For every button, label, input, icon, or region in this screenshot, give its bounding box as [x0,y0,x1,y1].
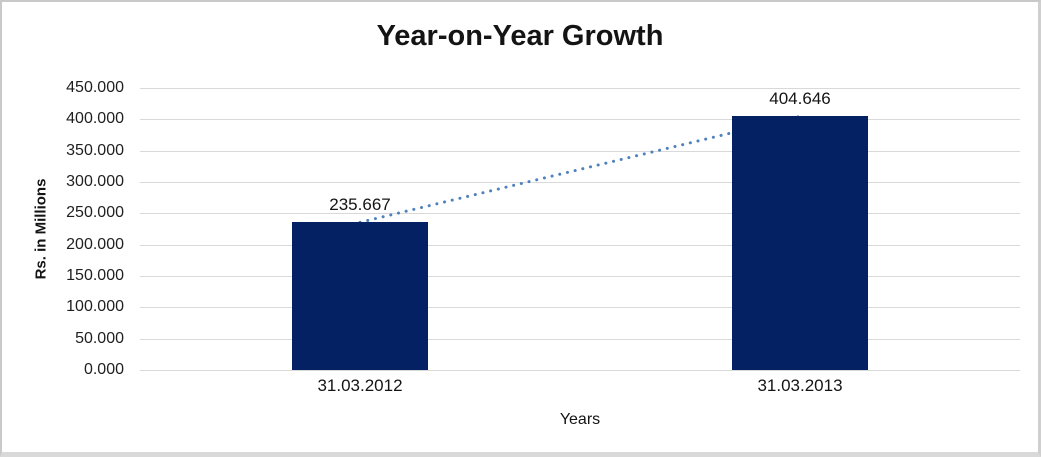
gridline [140,244,1020,246]
y-tick-label: 250.000 [66,204,124,222]
x-axis-title: Years [559,411,601,428]
y-tick-label: 50.000 [75,329,124,347]
gridline [140,182,1020,183]
bar-31.03.2012 [292,222,428,370]
gridline [140,307,1020,309]
y-tick-label: 200.000 [66,235,124,253]
x-axis-ticks: 31.03.2012 31.03.2013 [140,376,1020,398]
gridline [140,276,1020,277]
data-label: 235.667 [329,195,391,215]
gridline [140,370,1020,371]
y-tick-label: 350.000 [66,141,124,159]
bar-31.03.2013 [732,116,868,370]
gridline [140,119,1020,121]
data-label: 404.646 [769,89,831,109]
plot-area: 235.667 404.646 [140,88,1020,371]
y-tick-label: 100.000 [66,298,124,316]
trendline [358,114,802,224]
gridline [140,213,1020,215]
chart-title: Year-on-Year Growth [376,20,664,52]
gridline [140,150,1020,152]
y-tick-label: 150.000 [66,267,124,284]
y-tick-label: 450.000 [66,79,124,96]
y-axis-ticks: 450.000 400.000 350.000 300.000 250.000 200.0… [2,79,132,378]
gridline [140,338,1020,340]
y-tick-label: 0.000 [83,361,124,378]
y-tick-label: 400.000 [66,110,124,128]
x-tick-label: 31.03.2012 [317,376,403,395]
x-tick-label: 31.03.2013 [757,376,843,395]
y-tick-label: 300.000 [66,173,124,190]
gridline [140,88,1020,89]
